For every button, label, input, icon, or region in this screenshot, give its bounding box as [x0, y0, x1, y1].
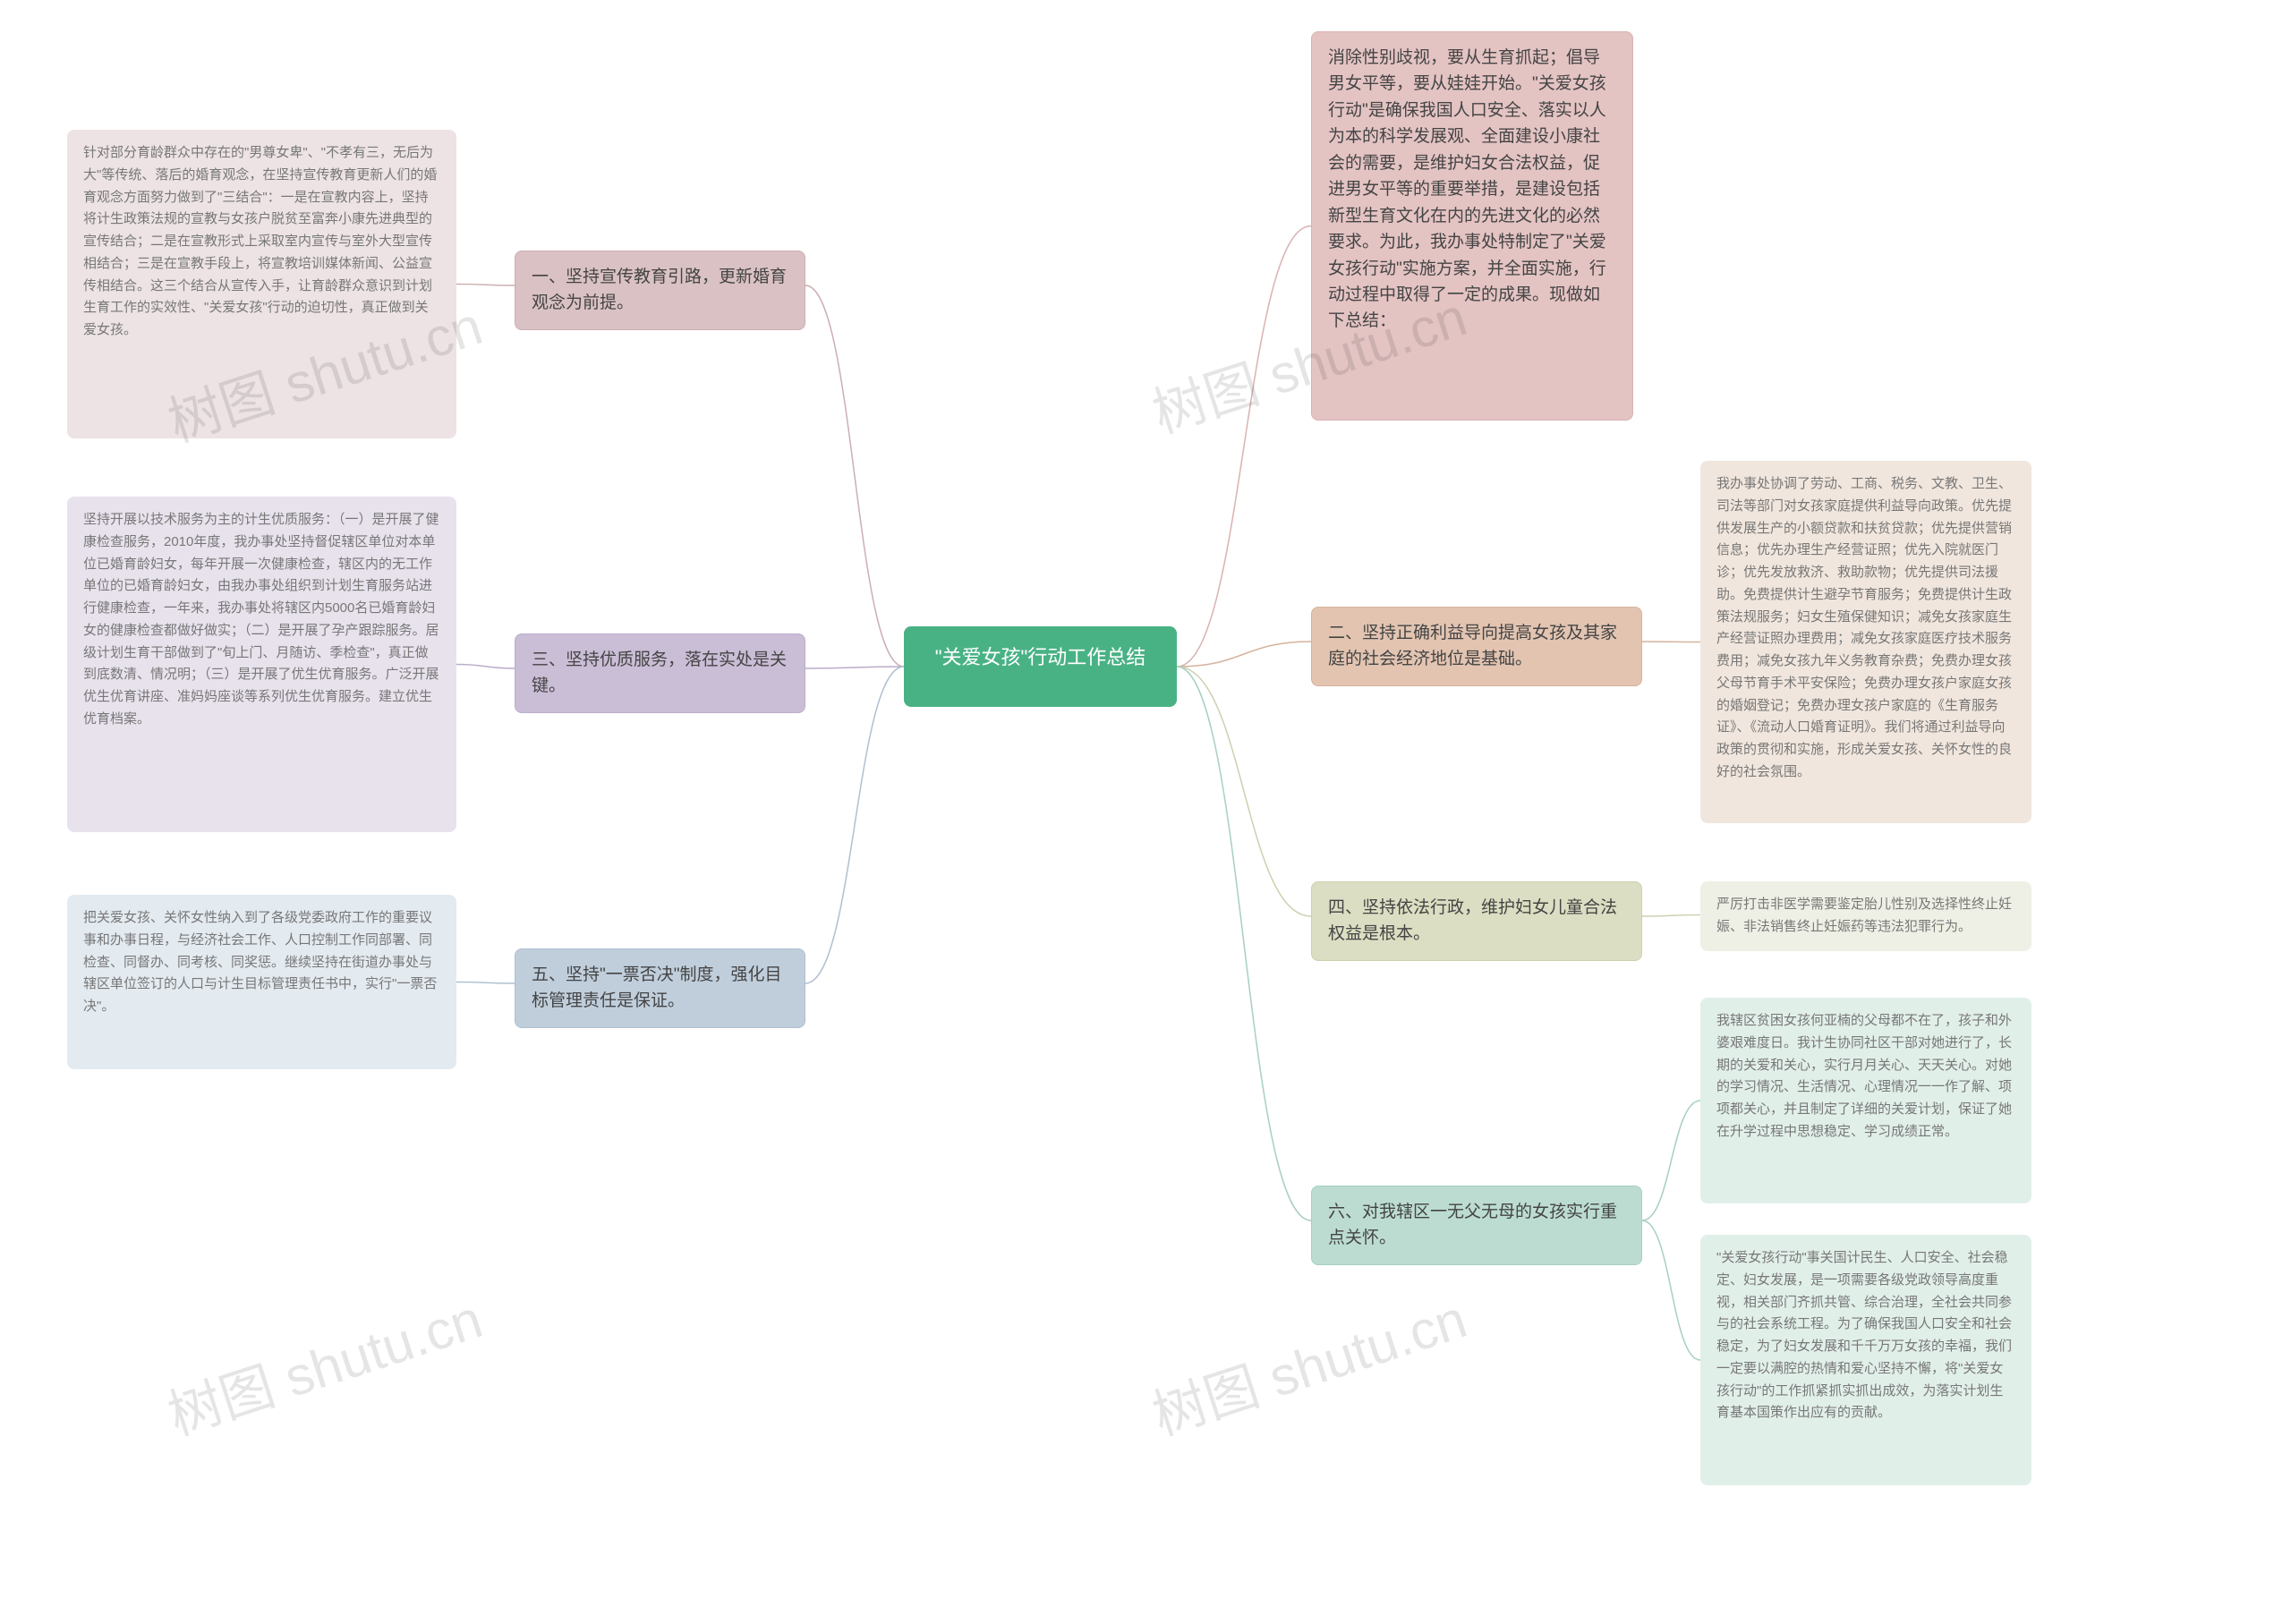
- right-leaf-3-0: 我辖区贫困女孩何亚楠的父母都不在了，孩子和外婆艰难度日。我计生协同社区干部对她进…: [1700, 998, 2031, 1203]
- right-leaf-1-0: 我办事处协调了劳动、工商、税务、文教、卫生、司法等部门对女孩家庭提供利益导向政策…: [1700, 461, 2031, 823]
- left-leaf-1-0: 坚持开展以技术服务为主的计生优质服务：（一）是开展了健康检查服务，2010年度，…: [67, 497, 456, 832]
- right-branch-2: 四、坚持依法行政，维护妇女儿童合法权益是根本。: [1311, 881, 1642, 961]
- watermark: 树图 shutu.cn: [1141, 1276, 1475, 1450]
- right-branch-0: 消除性别歧视，要从生育抓起；倡导男女平等，要从娃娃开始。"关爱女孩行动"是确保我…: [1311, 31, 1633, 421]
- left-leaf-2-0: 把关爱女孩、关怀女性纳入到了各级党委政府工作的重要议事和办事日程，与经济社会工作…: [67, 895, 456, 1069]
- left-branch-0: 一、坚持宣传教育引路，更新婚育观念为前提。: [515, 251, 805, 330]
- center-node: "关爱女孩"行动工作总结: [904, 626, 1177, 707]
- left-leaf-0-0: 针对部分育龄群众中存在的"男尊女卑"、"不孝有三，无后为大"等传统、落后的婚育观…: [67, 130, 456, 438]
- right-branch-1: 二、坚持正确利益导向提高女孩及其家庭的社会经济地位是基础。: [1311, 607, 1642, 686]
- right-leaf-3-1: "关爱女孩行动"事关国计民生、人口安全、社会稳定、妇女发展，是一项需要各级党政领…: [1700, 1235, 2031, 1485]
- left-branch-2: 五、坚持"一票否决"制度，强化目标管理责任是保证。: [515, 948, 805, 1028]
- right-leaf-2-0: 严厉打击非医学需要鉴定胎儿性别及选择性终止妊娠、非法销售终止妊娠药等违法犯罪行为…: [1700, 881, 2031, 951]
- right-branch-3: 六、对我辖区一无父无母的女孩实行重点关怀。: [1311, 1186, 1642, 1265]
- watermark: 树图 shutu.cn: [157, 1276, 490, 1450]
- left-branch-1: 三、坚持优质服务，落在实处是关键。: [515, 633, 805, 713]
